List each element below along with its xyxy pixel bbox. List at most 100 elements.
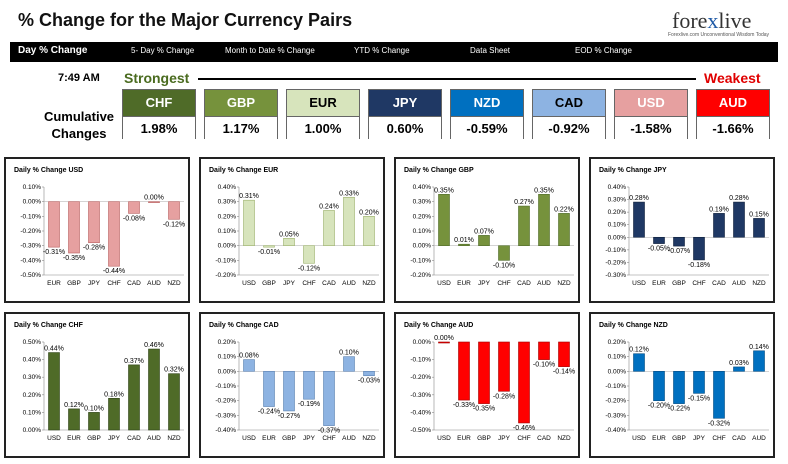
y-tick-label: 0.40% <box>218 184 237 191</box>
category-label: USD <box>632 280 646 287</box>
category-label: CAD <box>537 435 551 442</box>
bar-cad <box>538 341 550 360</box>
bar-chf <box>713 371 725 419</box>
data-label: 0.12% <box>629 347 649 354</box>
y-tick-label: -0.10% <box>215 383 236 390</box>
currency-code: USD <box>615 90 687 116</box>
chart-title: Daily % Change NZD <box>599 322 668 329</box>
logo-suffix: live <box>718 8 752 33</box>
nav-ytd-change[interactable]: YTD % Change <box>354 46 410 55</box>
cumulative-change-value: -0.92% <box>533 116 605 139</box>
data-label: 0.08% <box>239 353 259 360</box>
bar-gbp <box>263 245 275 248</box>
data-label: 0.24% <box>319 203 339 210</box>
y-tick-label: -0.50% <box>410 427 431 434</box>
category-label: AUD <box>342 280 356 287</box>
category-label: USD <box>437 435 451 442</box>
data-label: -0.12% <box>298 265 320 272</box>
category-label: NZD <box>362 280 376 287</box>
data-label: -0.28% <box>83 245 105 252</box>
data-label: -0.01% <box>258 249 280 256</box>
category-label: AUD <box>537 280 551 287</box>
bar-aud <box>343 356 355 372</box>
cumulative-change-value: -1.58% <box>615 116 687 139</box>
data-label: 0.03% <box>729 360 749 367</box>
category-label: CAD <box>712 280 726 287</box>
category-label: GBP <box>87 435 101 442</box>
y-tick-label: -0.10% <box>20 213 41 220</box>
bar-chart: 0.50% 0.40% 0.30% 0.20% 0.10% 0.00% 0.44% USD 0.… <box>23 339 184 442</box>
y-tick-label: 0.10% <box>413 228 432 235</box>
data-label: -0.07% <box>668 248 690 255</box>
y-tick-label: 0.10% <box>218 354 237 361</box>
data-label: -0.32% <box>708 420 730 427</box>
y-tick-label: -0.30% <box>605 272 626 279</box>
chart-panel-gbp: 0.40% 0.30% 0.20% 0.10% 0.00% -0.10% -0.20% 0.3… <box>394 157 580 303</box>
y-tick-label: 0.00% <box>23 427 42 434</box>
data-label: 0.00% <box>434 335 454 342</box>
y-tick-label: -0.40% <box>410 409 431 416</box>
y-tick-label: 0.00% <box>218 368 237 375</box>
y-tick-label: -0.20% <box>20 228 41 235</box>
currency-box-aud: AUD -1.66% <box>696 89 770 139</box>
nav-mtd-change[interactable]: Month to Date % Change <box>225 46 315 55</box>
bar-chart: 0.20% 0.10% 0.00% -0.10% -0.20% -0.30% -0.40% 0… <box>215 339 380 442</box>
chart-title: Daily % Change JPY <box>599 167 667 174</box>
y-tick-label: -0.40% <box>20 257 41 264</box>
data-label: 0.14% <box>749 344 769 351</box>
currency-code: CHF <box>123 90 195 116</box>
page-title: % Change for the Major Currency Pairs <box>18 10 353 30</box>
currency-box-jpy: JPY 0.60% <box>368 89 442 139</box>
logo-x: x <box>707 8 719 33</box>
bar-eur <box>458 243 470 246</box>
data-label: -0.15% <box>688 395 710 402</box>
bar-usd <box>243 359 255 372</box>
category-label: GBP <box>672 280 686 287</box>
category-label: JPY <box>693 435 706 442</box>
data-label: 0.07% <box>474 228 494 235</box>
y-tick-label: 0.20% <box>218 213 237 220</box>
currency-code: GBP <box>205 90 277 116</box>
bar-usd <box>438 341 450 344</box>
data-label: -0.19% <box>298 401 320 408</box>
data-label: -0.35% <box>63 255 85 262</box>
y-tick-label: 0.30% <box>23 374 42 381</box>
chart-panel-jpy: 0.40% 0.30% 0.20% 0.10% 0.00% -0.10% -0.20% -0.… <box>589 157 775 303</box>
y-tick-label: 0.00% <box>413 243 432 250</box>
data-label: -0.22% <box>668 406 690 413</box>
nav-eod-change[interactable]: EOD % Change <box>575 46 632 55</box>
data-label: -0.33% <box>453 402 475 409</box>
chart-title: Daily % Change EUR <box>209 167 279 174</box>
nav-day-change[interactable]: Day % Change <box>18 45 88 56</box>
bar-eur <box>653 371 665 401</box>
data-label: 0.28% <box>629 195 649 202</box>
category-label: CHF <box>692 280 705 287</box>
bar-jpy <box>88 201 100 244</box>
y-tick-label: 0.20% <box>608 209 627 216</box>
bar-eur <box>458 341 470 401</box>
strongest-label: Strongest <box>124 70 190 86</box>
chart-title: Daily % Change USD <box>14 167 84 174</box>
data-label: -0.28% <box>493 393 515 400</box>
y-tick-label: -0.10% <box>410 257 431 264</box>
data-label: 0.35% <box>534 187 554 194</box>
bar-nzd <box>168 373 180 431</box>
data-label: 0.27% <box>514 199 534 206</box>
nav-data-sheet[interactable]: Data Sheet <box>470 46 511 55</box>
forexlive-logo[interactable]: forexlive <box>672 8 751 34</box>
y-tick-label: 0.40% <box>608 184 627 191</box>
category-label: CAD <box>322 280 336 287</box>
y-tick-label: -0.10% <box>605 247 626 254</box>
bar-aud <box>538 194 550 246</box>
bar-nzd <box>363 371 375 377</box>
y-tick-label: 0.00% <box>218 243 237 250</box>
y-tick-label: 0.00% <box>608 368 627 375</box>
nav-5day-change[interactable]: 5- Day % Change <box>131 46 195 55</box>
data-label: 0.32% <box>164 367 184 374</box>
y-tick-label: 0.30% <box>608 197 627 204</box>
y-tick-label: -0.30% <box>215 412 236 419</box>
category-label: EUR <box>652 435 666 442</box>
cumulative-change-value: -0.59% <box>451 116 523 139</box>
data-label: -0.44% <box>103 268 125 275</box>
category-label: JPY <box>478 280 491 287</box>
